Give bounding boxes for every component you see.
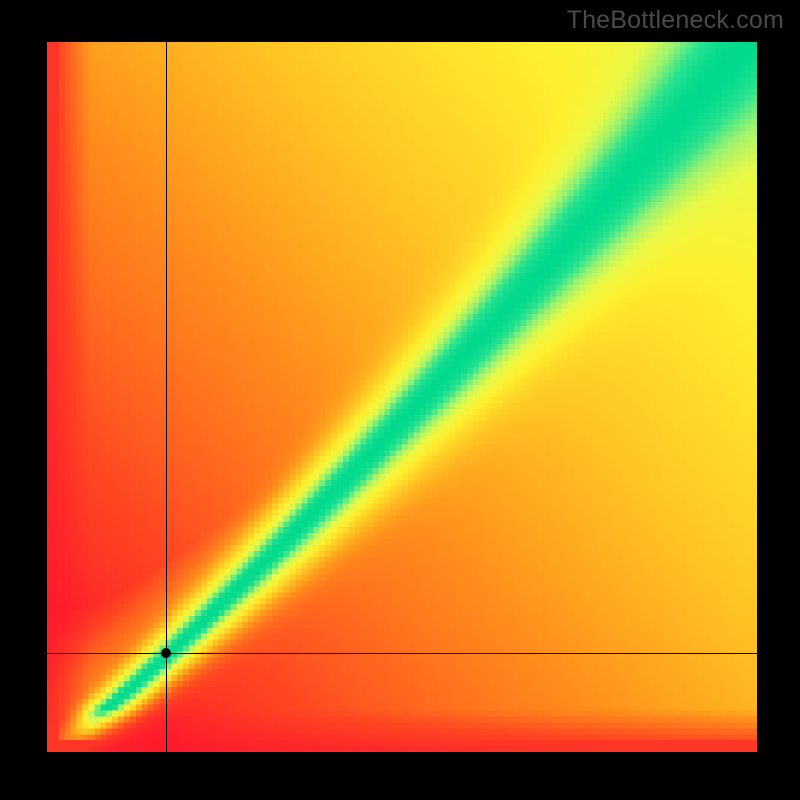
crosshair-horizontal	[47, 653, 757, 654]
heatmap-canvas	[47, 42, 757, 752]
crosshair-vertical	[166, 42, 167, 752]
watermark-text: TheBottleneck.com	[567, 6, 784, 35]
marker-dot	[161, 648, 171, 658]
chart-frame: TheBottleneck.com	[0, 0, 800, 800]
heatmap-plot	[47, 42, 757, 752]
